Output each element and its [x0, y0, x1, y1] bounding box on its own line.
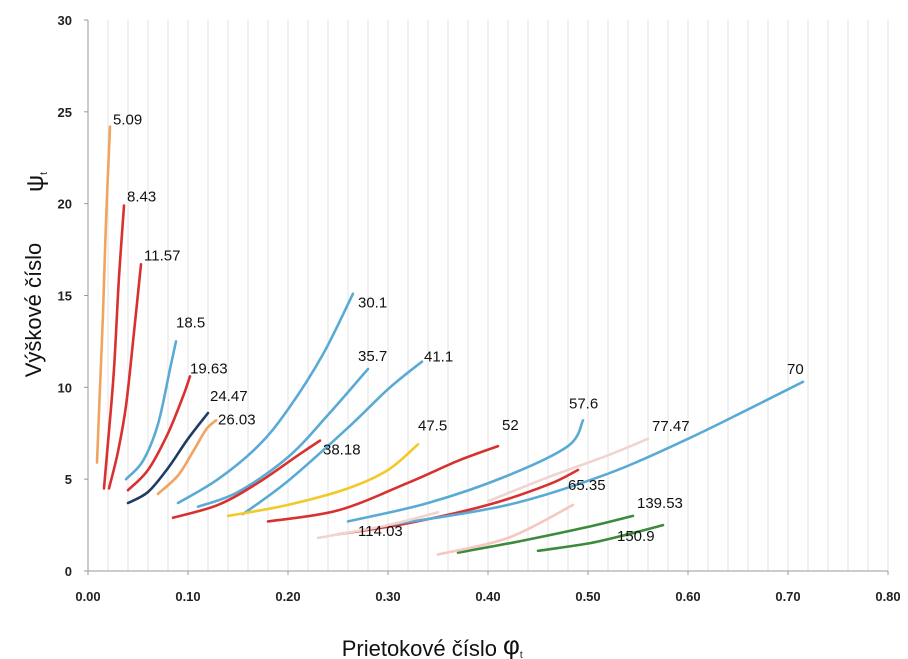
series — [436, 503, 575, 556]
x-axis-symbol: φt — [503, 630, 523, 659]
y-axis-title-group: Výškové číslo ψt — [21, 172, 50, 377]
series-line — [124, 340, 178, 481]
series-line — [241, 360, 424, 516]
y-axis-symbol: ψt — [22, 172, 50, 192]
series-line — [102, 204, 126, 490]
x-axis-symbol-text: φ — [503, 630, 520, 659]
series-line — [266, 444, 500, 523]
series-line — [126, 411, 210, 505]
series — [102, 204, 126, 490]
series — [241, 360, 424, 516]
y-tick-label: 5 — [65, 472, 72, 487]
y-axis-title: Výškové číslo — [21, 243, 46, 378]
series — [176, 292, 355, 505]
series-label: 18.5 — [176, 314, 205, 331]
x-tick-label: 0.70 — [775, 589, 800, 604]
series — [126, 375, 192, 492]
x-tick-label: 0.40 — [475, 589, 500, 604]
y-tick-label: 25 — [58, 105, 72, 120]
series — [486, 437, 650, 503]
series — [126, 411, 210, 505]
series-label: 114.03 — [358, 523, 403, 540]
series-line — [536, 523, 665, 553]
y-axis-symbol-text: ψ — [22, 175, 49, 192]
series — [386, 380, 805, 527]
series — [124, 340, 178, 481]
series — [536, 523, 665, 553]
y-tick-label: 15 — [58, 289, 72, 304]
series-label: 52 — [502, 417, 519, 434]
axis-layer: 0.00 0.10 0.20 0.30 0.40 0.50 0.60 0.70 0.80 0 5 10… — [58, 13, 901, 604]
series-line — [176, 292, 355, 505]
label-layer: 5.09 8.43 11.57 18.5 19.63 24.47 26.03 30.1 35.7… — [113, 112, 804, 546]
series-line — [196, 367, 370, 508]
series — [346, 419, 585, 523]
series — [456, 514, 635, 554]
y-axis-symbol-subscript: t — [39, 172, 50, 175]
x-tick-label: 0.00 — [75, 589, 100, 604]
series-label: 70 — [787, 361, 804, 378]
series-label: 150.9 — [617, 528, 655, 545]
series-label: 30.1 — [358, 295, 387, 312]
series-line — [386, 380, 805, 527]
series-label: 77.47 — [652, 418, 690, 435]
y-tick-label: 20 — [58, 197, 72, 212]
y-tick-label: 0 — [65, 564, 72, 579]
series — [226, 443, 420, 518]
series-line — [436, 503, 575, 556]
x-axis-title: Prietokové číslo — [342, 636, 497, 659]
series — [316, 510, 440, 540]
x-tick-label: 0.10 — [175, 589, 200, 604]
series-line — [171, 439, 322, 519]
series-line — [456, 514, 635, 554]
x-tick-label: 0.20 — [275, 589, 300, 604]
series — [107, 263, 143, 490]
series-line — [95, 125, 112, 464]
series-line — [126, 375, 192, 492]
series-label: 24.47 — [210, 388, 248, 405]
series — [95, 125, 112, 464]
y-tick-label: 30 — [58, 13, 72, 28]
series-line — [346, 419, 585, 523]
series-line — [107, 263, 143, 490]
series — [266, 444, 500, 523]
series-line — [336, 468, 580, 536]
series — [171, 439, 322, 519]
series-line — [316, 510, 440, 540]
x-tick-label: 0.30 — [375, 589, 400, 604]
series-label: 11.57 — [144, 247, 180, 264]
series — [336, 468, 580, 536]
series-layer — [95, 125, 805, 556]
series-label: 65.35 — [568, 477, 606, 494]
series-label: 5.09 — [113, 112, 142, 129]
series-label: 19.63 — [190, 360, 228, 377]
x-tick-label: 0.60 — [675, 589, 700, 604]
series-line — [226, 443, 420, 518]
series-label: 41.1 — [424, 349, 453, 366]
series-label: 57.6 — [569, 395, 598, 412]
series — [156, 419, 218, 496]
series-line — [156, 419, 218, 496]
x-tick-label: 0.80 — [875, 589, 900, 604]
y-axis-title-text: Výškové číslo — [21, 243, 46, 378]
series-label: 8.43 — [127, 189, 156, 206]
series-label: 47.5 — [418, 417, 447, 434]
y-tick-label: 10 — [58, 380, 72, 395]
series-line — [486, 437, 650, 503]
x-tick-label: 0.50 — [575, 589, 600, 604]
series-label: 26.03 — [218, 411, 256, 428]
series-label: 139.53 — [637, 495, 683, 512]
series-label: 38.18 — [323, 442, 361, 459]
series — [196, 367, 370, 508]
series-label: 35.7 — [358, 348, 387, 365]
x-axis-title-text: Prietokové číslo — [342, 636, 497, 659]
x-axis-symbol-subscript: t — [520, 650, 523, 659]
